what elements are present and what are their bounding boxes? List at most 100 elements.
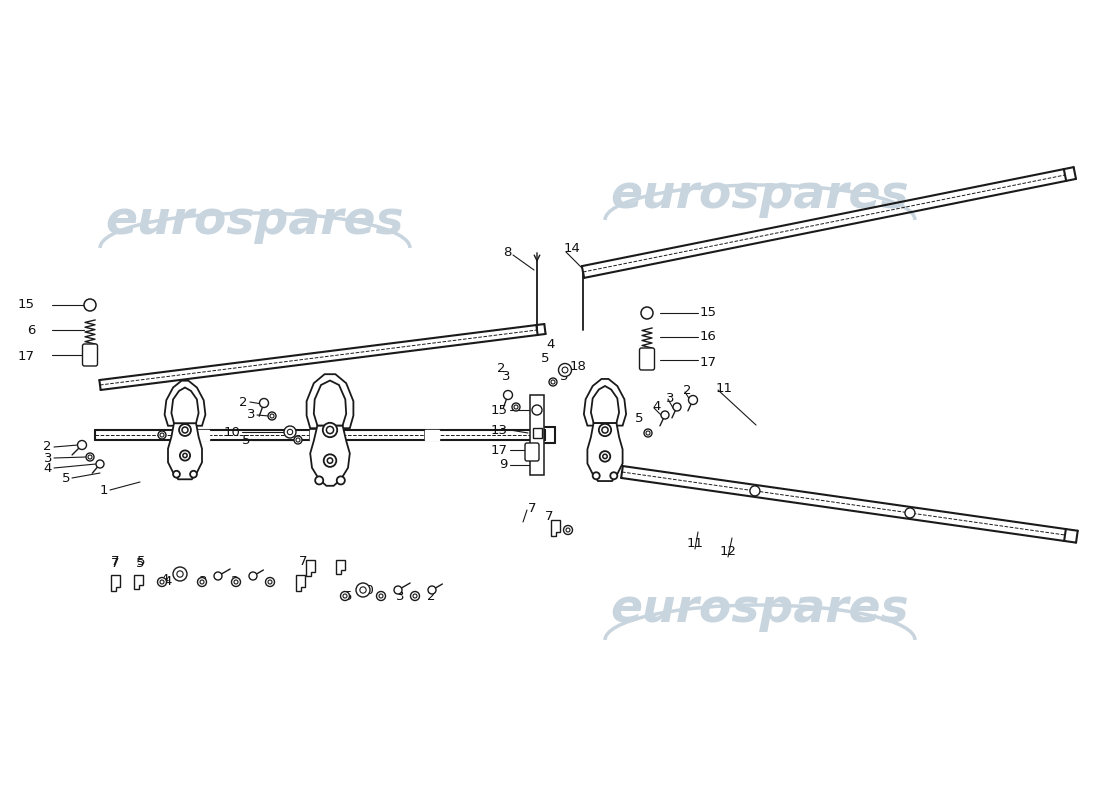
Circle shape	[532, 405, 542, 415]
Text: 15: 15	[18, 298, 35, 311]
Text: 5: 5	[635, 411, 643, 425]
Circle shape	[661, 411, 669, 419]
Circle shape	[323, 454, 337, 467]
Circle shape	[512, 403, 520, 411]
Text: 2: 2	[496, 362, 505, 374]
Text: 3: 3	[44, 451, 52, 465]
Circle shape	[410, 591, 419, 601]
Polygon shape	[550, 520, 560, 536]
Text: 10: 10	[358, 584, 374, 597]
Text: 14: 14	[564, 242, 581, 254]
Text: 2: 2	[231, 575, 240, 588]
Circle shape	[268, 412, 276, 420]
Text: 3: 3	[396, 590, 405, 603]
Text: 1: 1	[99, 483, 108, 497]
Text: 5: 5	[343, 590, 352, 603]
Text: 13: 13	[491, 423, 508, 437]
Text: 5: 5	[62, 471, 70, 485]
Text: 4: 4	[44, 462, 52, 474]
Circle shape	[77, 441, 87, 450]
Polygon shape	[310, 430, 324, 440]
Circle shape	[504, 390, 513, 399]
Text: 17: 17	[18, 350, 35, 362]
Text: eurospares: eurospares	[610, 587, 910, 633]
Text: 4: 4	[652, 401, 660, 414]
Text: 2: 2	[683, 383, 692, 397]
Circle shape	[337, 476, 345, 485]
Circle shape	[265, 578, 275, 586]
FancyBboxPatch shape	[82, 344, 98, 366]
Circle shape	[190, 470, 197, 478]
Circle shape	[610, 472, 617, 479]
Text: 15: 15	[491, 403, 508, 417]
FancyBboxPatch shape	[532, 428, 541, 438]
Polygon shape	[195, 430, 209, 440]
Text: 12: 12	[719, 545, 737, 558]
Circle shape	[315, 476, 323, 485]
Polygon shape	[172, 387, 199, 423]
Circle shape	[231, 578, 241, 586]
Circle shape	[549, 378, 557, 386]
Text: 3: 3	[666, 391, 674, 405]
Polygon shape	[314, 381, 346, 426]
Circle shape	[180, 450, 190, 461]
Circle shape	[341, 591, 350, 601]
Text: eurospares: eurospares	[610, 174, 910, 218]
Text: 7: 7	[111, 557, 119, 570]
Text: 5: 5	[541, 351, 550, 365]
Circle shape	[158, 431, 166, 439]
Circle shape	[179, 424, 191, 436]
Text: 7: 7	[111, 555, 119, 568]
Text: 9: 9	[499, 458, 508, 471]
FancyBboxPatch shape	[530, 395, 544, 475]
Text: 2: 2	[44, 441, 52, 454]
Circle shape	[750, 486, 760, 496]
Circle shape	[96, 460, 104, 468]
Text: 5: 5	[136, 555, 145, 568]
Circle shape	[249, 572, 257, 580]
Text: 4: 4	[161, 573, 169, 586]
Polygon shape	[306, 560, 315, 576]
Text: 4: 4	[546, 338, 554, 351]
Polygon shape	[591, 386, 619, 423]
Circle shape	[157, 578, 166, 586]
Circle shape	[84, 299, 96, 311]
FancyBboxPatch shape	[639, 348, 654, 370]
Circle shape	[641, 307, 653, 319]
Circle shape	[214, 572, 222, 580]
Circle shape	[563, 526, 572, 534]
Text: 18: 18	[570, 359, 587, 373]
Circle shape	[689, 395, 697, 405]
Circle shape	[559, 363, 572, 377]
Text: 5: 5	[560, 370, 569, 383]
Text: 11: 11	[716, 382, 733, 394]
Circle shape	[173, 470, 180, 478]
Polygon shape	[168, 423, 202, 479]
Polygon shape	[110, 575, 120, 591]
Polygon shape	[336, 560, 344, 574]
Text: 17: 17	[491, 443, 508, 457]
Text: 2: 2	[427, 590, 436, 603]
Circle shape	[376, 591, 385, 601]
Polygon shape	[587, 423, 623, 481]
Circle shape	[322, 422, 338, 437]
Text: 6: 6	[26, 323, 35, 337]
Text: 7: 7	[528, 502, 537, 514]
Text: 3: 3	[246, 409, 255, 422]
Circle shape	[905, 508, 915, 518]
Polygon shape	[310, 426, 350, 486]
Circle shape	[260, 398, 268, 407]
Text: 5: 5	[135, 557, 144, 570]
Polygon shape	[296, 575, 305, 591]
Text: 3: 3	[502, 370, 510, 383]
Text: 15: 15	[700, 306, 717, 319]
Circle shape	[428, 586, 436, 594]
Text: eurospares: eurospares	[106, 199, 405, 245]
Text: 16: 16	[700, 330, 717, 343]
Circle shape	[198, 578, 207, 586]
Polygon shape	[133, 575, 143, 589]
Circle shape	[673, 403, 681, 411]
Circle shape	[593, 472, 600, 479]
Text: 5: 5	[242, 434, 250, 446]
Text: 7: 7	[544, 510, 553, 523]
